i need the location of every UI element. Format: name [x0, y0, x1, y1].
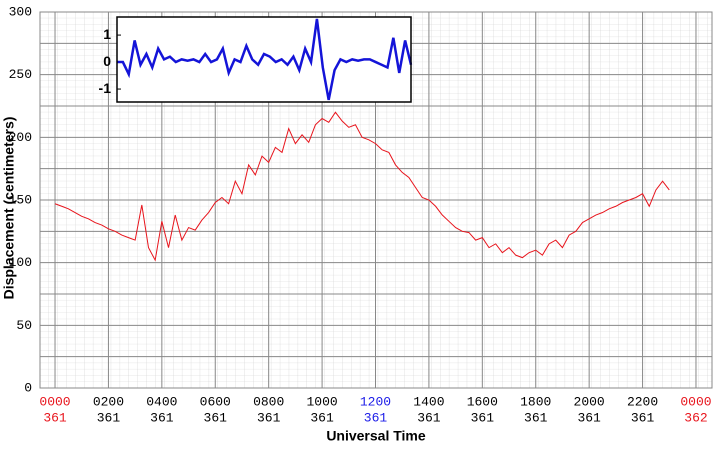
x-tick-label: 0400	[146, 394, 177, 409]
data-line	[54, 111, 670, 262]
y-tick-label: 200	[9, 130, 32, 145]
x-tick-label: 0600	[200, 394, 231, 409]
x-tick-label: 0000	[39, 394, 70, 409]
y-tick-label: 0	[24, 380, 32, 395]
x-tick-sublabel: 361	[577, 410, 601, 425]
y-tick-label: 1	[103, 26, 111, 42]
x-tick-sublabel: 362	[684, 410, 707, 425]
x-tick-label: 2000	[574, 394, 605, 409]
x-tick-sublabel: 361	[471, 410, 495, 425]
x-tick-label: 1800	[520, 394, 551, 409]
x-tick-sublabel: 361	[631, 410, 655, 425]
x-tick-label: 0200	[93, 394, 124, 409]
x-tick-sublabel: 361	[417, 410, 441, 425]
x-tick-sublabel: 361	[364, 410, 388, 425]
y-tick-label: 300	[9, 4, 32, 19]
x-tick-label: 1000	[306, 394, 337, 409]
x-tick-sublabel: 361	[257, 410, 281, 425]
data-line	[117, 18, 413, 101]
x-tick-label: 1600	[467, 394, 498, 409]
inset-frame	[116, 16, 412, 103]
y-tick-label: 50	[16, 318, 32, 333]
x-tick-sublabel: 361	[204, 410, 228, 425]
x-tick-sublabel: 361	[97, 410, 121, 425]
x-tick-label: 0000	[680, 394, 711, 409]
x-tick-label: 2200	[627, 394, 658, 409]
x-tick-label: 1400	[413, 394, 444, 409]
y-tick-label: 250	[9, 67, 32, 82]
x-tick-label: 0800	[253, 394, 284, 409]
x-tick-sublabel: 361	[524, 410, 548, 425]
y-tick-label: -1	[99, 80, 112, 96]
x-tick-sublabel: 361	[310, 410, 334, 425]
y-tick-label: 100	[9, 255, 32, 270]
y-tick-label: 150	[9, 192, 32, 207]
y-axis-title: Displacement (centimeters)	[1, 117, 17, 300]
x-axis-title: Universal Time	[326, 428, 426, 444]
x-tick-sublabel: 361	[150, 410, 174, 425]
x-tick-sublabel: 361	[43, 410, 67, 425]
x-tick-label: 1200	[360, 394, 391, 409]
y-tick-label: 0	[103, 53, 111, 69]
plot-frame	[39, 11, 713, 389]
